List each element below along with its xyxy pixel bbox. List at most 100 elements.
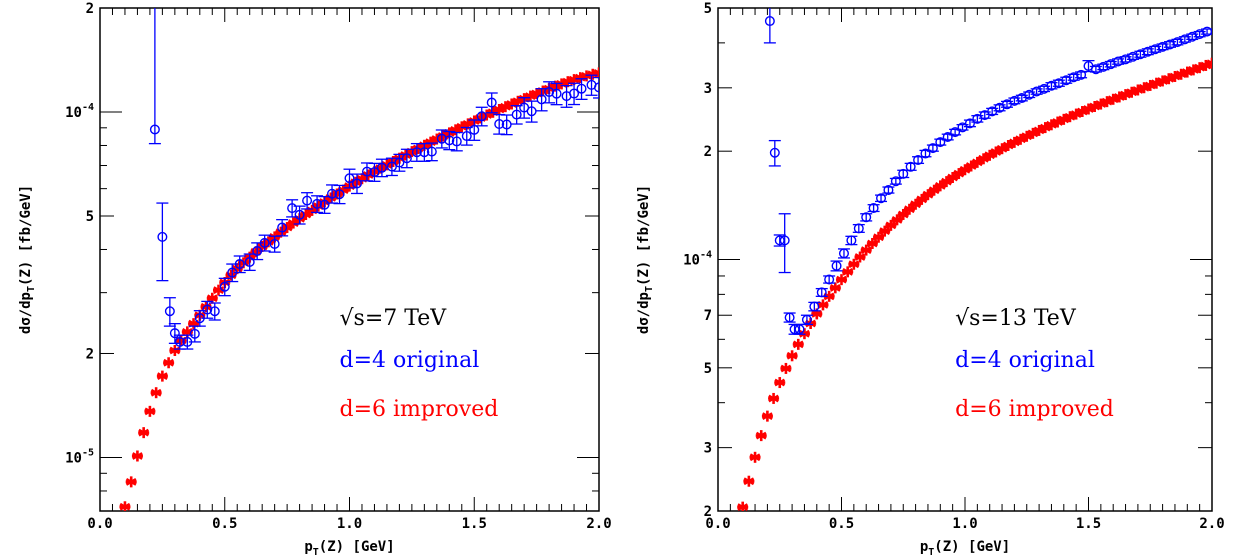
error-bar [393,153,406,172]
data-point [436,133,447,144]
data-point [860,244,872,256]
data-point [848,258,860,270]
data-point [189,328,200,339]
error-bar [768,139,781,167]
data-point [1076,69,1087,80]
data-point [469,124,480,135]
data-point [536,94,547,105]
data-point [792,338,804,350]
data-point [394,157,405,168]
x-tick-label: 1.0 [952,516,977,532]
data-point [885,219,897,231]
data-point [853,223,864,234]
error-bar [593,76,599,99]
data-point [302,195,313,206]
error-bar [425,142,438,162]
error-bar [485,92,498,114]
data-point [784,312,795,323]
error-bar [208,302,221,321]
data-point [891,214,903,226]
data-point [202,304,213,315]
data-point [594,82,599,93]
data-point [816,287,827,298]
data-point [774,377,786,389]
error-bar [163,297,176,327]
x-tick-label: 2.0 [1199,516,1224,532]
error-bar [778,213,791,274]
error-bar [301,192,314,210]
y-tick-label: 5 [704,361,712,377]
data-point [854,251,866,263]
legend-d6-improved: d=6 improved [955,397,1114,422]
data-point [294,209,305,220]
error-bar [475,106,488,127]
data-point [1015,133,1027,145]
error-bar [971,115,984,123]
data-point [743,475,755,487]
data-point [327,188,338,199]
error-bar [1045,82,1058,90]
data-point [277,222,288,233]
data-point [957,122,968,133]
data-point [149,124,160,135]
data-point [824,274,835,285]
x-tick-label: 0.0 [87,516,112,532]
data-point [494,119,505,130]
series-d4-original [763,8,1212,335]
data-point [544,86,555,97]
data-point [829,282,841,294]
data-point [244,256,255,267]
chart-panel-7tev: 0.0 0.5 1.0 1.5 2.0 10-5​ 2 5 10-4​ 2 pT​(Z) [GeV]… [18,1,612,556]
data-point [905,161,916,172]
chart-panel-13tev: 0.0 0.5 1.0 1.5 2.0 2 3 5 7 10-4​ 2 3 5 pT​(Z) [GeV] d… [636,1,1225,556]
y-tick-label: 2 [704,504,712,520]
data-point [511,109,522,120]
data-point [150,387,162,399]
x-tick-label: 2.0 [586,516,611,532]
data-point [444,135,455,146]
data-point [755,430,767,442]
error-bar [450,131,463,152]
data-point [898,168,909,179]
data-point [119,501,131,511]
legend-d6-improved: d=6 improved [340,397,499,422]
error-bar [168,322,181,344]
data-point [780,362,792,374]
data-point [451,136,462,147]
x-axis-label: pT​(Z) [GeV] [304,539,394,556]
data-point [369,167,380,178]
data-point [749,451,761,463]
y-tick-label: 10-4​ [683,250,712,269]
error-bar [525,100,538,123]
error-bar [518,97,531,119]
data-point [861,212,872,223]
error-bar [468,119,481,141]
data-point [169,328,180,339]
data-point [838,248,849,259]
y-axis-label: dσ/dpT​(Z) [fb/GeV] [636,185,655,334]
error-bar [375,158,388,178]
data-point [794,324,805,335]
data-point [942,132,953,143]
data-point [156,370,168,382]
data-point [950,127,961,138]
y-tick-label: 10-5​ [65,447,94,466]
data-point [138,427,150,439]
error-bar [258,234,271,252]
data-point [761,410,773,422]
error-bar [550,82,563,106]
error-bar [443,130,456,151]
y-tick-label: 5 [86,209,94,225]
data-point [836,274,847,286]
error-bar [867,204,880,213]
plot-area [737,8,1212,511]
data-point [131,450,143,462]
error-bar [435,129,448,149]
data-point [144,405,156,417]
data-point [842,266,854,278]
y-tick-label: 3 [704,441,712,457]
data-point [964,118,975,129]
data-point [876,193,887,204]
error-bar [585,74,598,96]
data-point [486,97,497,108]
